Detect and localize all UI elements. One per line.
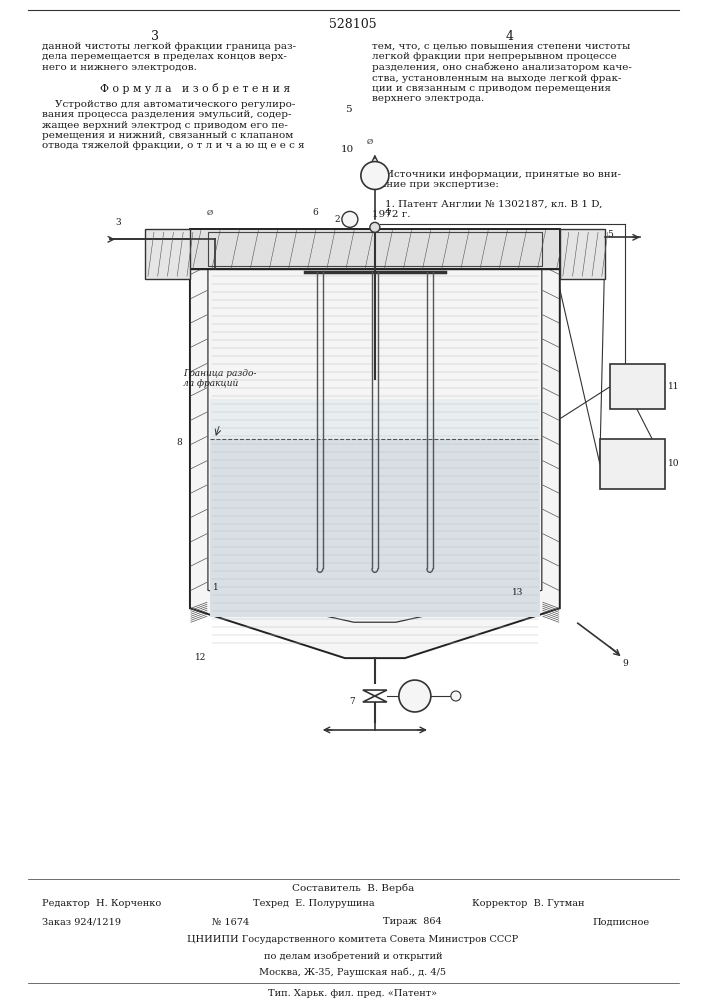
Text: 8: 8 [176,438,182,447]
Text: 1: 1 [213,583,218,592]
Text: Москва, Ж-35, Раушская наб., д. 4/5: Москва, Ж-35, Раушская наб., д. 4/5 [259,967,446,977]
Text: ~: ~ [409,687,420,700]
Circle shape [370,222,380,232]
Text: 11: 11 [631,378,643,387]
Text: 5: 5 [344,105,351,114]
Text: 528105: 528105 [329,18,377,31]
Text: 13: 13 [512,588,523,597]
Text: 3: 3 [115,218,121,227]
Text: Граница раздо-
ла фракций: Граница раздо- ла фракций [183,369,257,388]
Bar [600,439,665,489]
Text: тем, что, с целью повышения степени чистоты
легкой фракции при непрерывном проце: тем, что, с целью повышения степени чист… [372,42,632,103]
Polygon shape [363,696,387,702]
Polygon shape [210,399,540,439]
Polygon shape [190,269,560,658]
Text: 7: 7 [349,697,355,706]
Bar [560,229,604,279]
Text: Заказ 924/1219: Заказ 924/1219 [42,917,121,926]
Text: 1. Патент Англии № 1302187, кл. В 1 D,
1972 г.: 1. Патент Англии № 1302187, кл. В 1 D, 1… [372,199,602,219]
Bar [208,232,542,266]
Text: 3: 3 [151,30,159,43]
Bar [145,229,190,279]
Bar [609,364,665,409]
Text: 11: 11 [668,382,679,391]
Circle shape [451,691,461,701]
Text: 6: 6 [312,208,317,217]
Text: 4: 4 [385,208,390,217]
Text: 4: 4 [506,30,514,43]
Text: Ф о р м у л а   и з о б р е т е н и я: Ф о р м у л а и з о б р е т е н и я [100,83,290,94]
Circle shape [399,680,431,712]
Text: Составитель  В. Верба: Составитель В. Верба [292,883,414,893]
Text: Редактор  Н. Корченко: Редактор Н. Корченко [42,899,161,908]
Text: Подписное: Подписное [592,917,650,926]
Circle shape [342,211,358,227]
Text: Ø: Ø [367,138,373,146]
Text: данной чистоты легкой фракции граница раз-
дела перемещается в пределах концов в: данной чистоты легкой фракции граница ра… [42,42,296,72]
Text: Устройство для автоматического регулиро-
вания процесса разделения эмульсий, сод: Устройство для автоматического регулиро-… [42,100,305,150]
Text: № 1674: № 1674 [212,917,249,926]
Text: Тип. Харьк. фил. пред. «Патент»: Тип. Харьк. фил. пред. «Патент» [269,989,438,998]
Text: Источники информации, принятые во вни-
мание при экспертизе:: Источники информации, принятые во вни- м… [372,170,621,189]
Text: 2: 2 [335,215,341,224]
Text: Ø: Ø [207,209,213,217]
Polygon shape [210,439,540,617]
Text: Техред  Е. Полурушина: Техред Е. Полурушина [253,899,375,908]
Text: 10: 10 [626,455,638,464]
Text: 10: 10 [341,145,354,154]
Text: Корректор  В. Гутман: Корректор В. Гутман [472,899,584,908]
Bar [190,229,560,269]
Text: 12: 12 [195,653,206,662]
Text: по делам изобретений и открытий: по делам изобретений и открытий [264,951,442,961]
Text: 9: 9 [623,659,629,668]
Polygon shape [363,690,387,696]
Text: 10: 10 [668,459,679,468]
Text: 5: 5 [607,230,613,239]
Text: ЦНИИПИ Государственного комитета Совета Министров СССР: ЦНИИПИ Государственного комитета Совета … [187,935,518,944]
Circle shape [361,162,389,189]
Text: Тираж  864: Тираж 864 [383,917,442,926]
